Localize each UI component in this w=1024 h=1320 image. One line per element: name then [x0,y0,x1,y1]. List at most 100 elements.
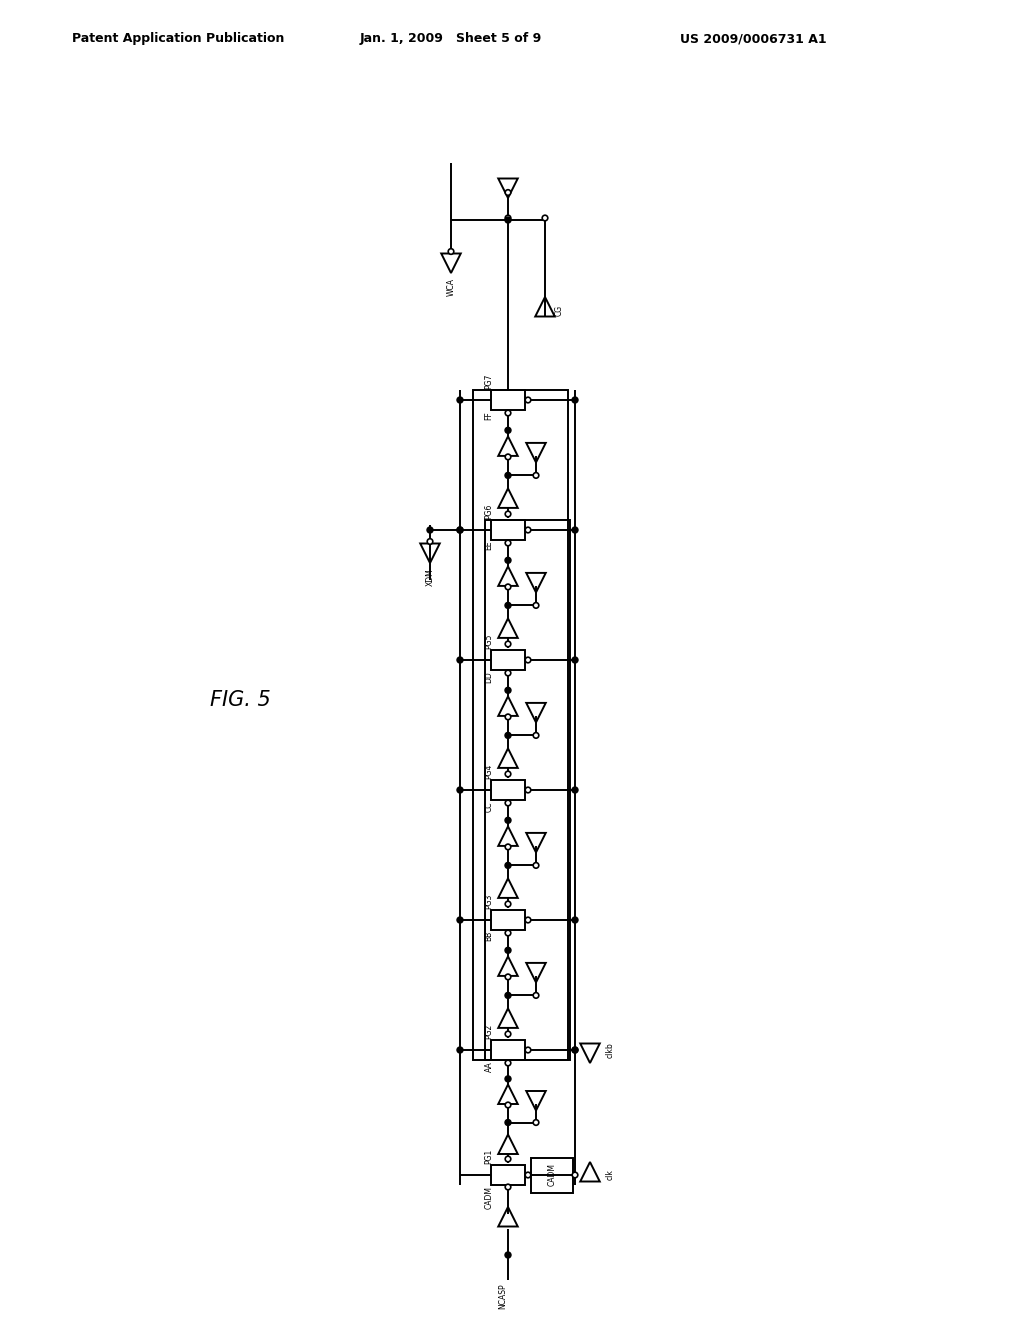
Circle shape [572,787,578,793]
Circle shape [505,1251,511,1258]
Circle shape [505,1060,511,1065]
Circle shape [572,917,578,923]
Circle shape [505,557,511,564]
Circle shape [542,215,548,220]
Circle shape [505,540,511,545]
Bar [490,649,525,671]
Circle shape [505,817,511,824]
Text: FF: FF [484,411,494,420]
Text: US 2009/0006731 A1: US 2009/0006731 A1 [680,32,826,45]
Circle shape [505,993,511,998]
Circle shape [525,1172,530,1177]
Text: AA: AA [484,1061,494,1072]
Circle shape [505,602,511,609]
Text: FIG. 5: FIG. 5 [210,690,270,710]
Text: PG7: PG7 [484,374,494,389]
Text: clkb: clkb [606,1041,615,1057]
Circle shape [505,473,511,478]
Circle shape [534,1119,539,1125]
Bar [490,389,525,411]
Circle shape [505,1156,511,1162]
Circle shape [427,539,433,544]
Bar [490,520,525,540]
Circle shape [572,657,578,663]
Circle shape [505,931,511,936]
Circle shape [534,862,539,869]
Text: XDM: XDM [426,568,434,586]
Circle shape [525,917,530,923]
Circle shape [505,862,511,869]
Circle shape [505,454,511,459]
Circle shape [505,216,511,223]
Text: CADM: CADM [548,1163,556,1187]
Circle shape [525,657,530,663]
Bar [490,780,525,800]
Circle shape [505,511,511,517]
Circle shape [505,190,511,195]
Circle shape [505,671,511,676]
Circle shape [505,688,511,693]
Circle shape [505,411,511,416]
Circle shape [534,473,539,478]
Circle shape [525,787,530,793]
Text: DD: DD [484,671,494,682]
Circle shape [505,948,511,953]
Text: NCASP: NCASP [499,1283,508,1308]
Circle shape [427,527,433,533]
Text: CG: CG [555,305,564,315]
Bar [490,1166,525,1185]
Bar [490,1040,525,1060]
Text: PG1: PG1 [484,1148,494,1164]
Circle shape [449,248,454,255]
Circle shape [457,917,463,923]
Circle shape [572,397,578,403]
Circle shape [457,787,463,793]
Bar [485,520,570,1060]
Circle shape [505,215,511,220]
Text: PG3: PG3 [484,894,494,909]
Circle shape [534,603,539,609]
Text: BB: BB [484,931,494,941]
Circle shape [572,1172,578,1177]
Circle shape [505,974,511,979]
Circle shape [505,800,511,805]
Circle shape [505,642,511,647]
Circle shape [534,993,539,998]
Circle shape [505,1102,511,1107]
Text: PG4: PG4 [484,764,494,779]
Circle shape [505,1031,511,1036]
Circle shape [505,583,511,590]
Circle shape [525,527,530,533]
Bar [531,1158,573,1192]
Circle shape [505,1184,511,1189]
Text: WCA: WCA [446,279,456,296]
Bar [473,389,568,1060]
Circle shape [505,902,511,907]
Circle shape [505,733,511,738]
Text: Patent Application Publication: Patent Application Publication [72,32,285,45]
Circle shape [525,1047,530,1053]
Text: PG6: PG6 [484,504,494,519]
Text: PG5: PG5 [484,634,494,649]
Circle shape [457,527,463,533]
Text: CADM: CADM [484,1185,494,1209]
Circle shape [505,428,511,433]
Text: EE: EE [484,541,494,550]
Circle shape [572,527,578,533]
Circle shape [505,771,511,776]
Circle shape [572,1047,578,1053]
Text: clk: clk [606,1170,615,1180]
Text: PG2: PG2 [484,1024,494,1039]
Circle shape [525,397,530,403]
Circle shape [505,1119,511,1126]
Circle shape [457,657,463,663]
Circle shape [457,397,463,403]
Text: CC: CC [484,801,494,812]
Circle shape [505,1076,511,1082]
Circle shape [505,714,511,719]
Circle shape [534,733,539,738]
Text: Jan. 1, 2009   Sheet 5 of 9: Jan. 1, 2009 Sheet 5 of 9 [360,32,543,45]
Circle shape [457,527,463,533]
Circle shape [457,1047,463,1053]
Circle shape [505,843,511,850]
